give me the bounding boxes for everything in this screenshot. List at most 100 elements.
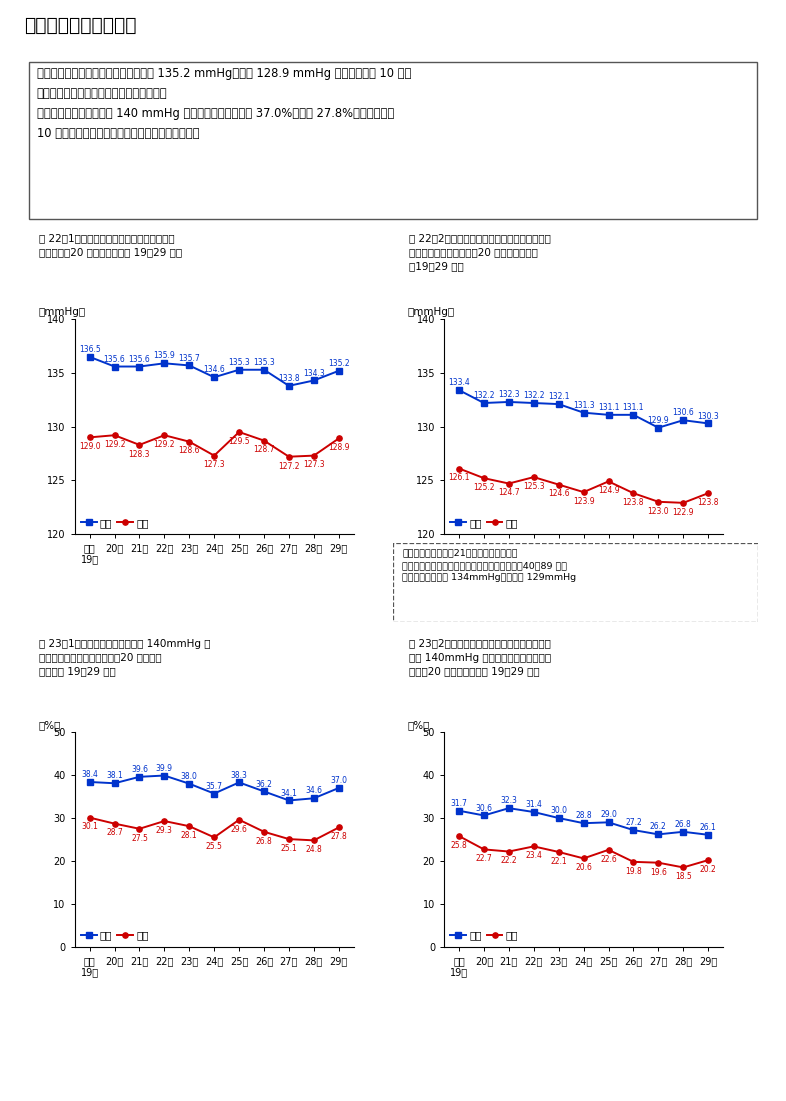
Text: 34.1: 34.1	[281, 788, 297, 797]
男性	[654, 421, 663, 434]
Text: ３．血圧に関する状況: ３．血圧に関する状況	[24, 15, 136, 35]
Text: 38.1: 38.1	[106, 772, 123, 781]
女性	[285, 832, 294, 846]
女性	[209, 831, 219, 844]
女性	[285, 450, 294, 464]
男性	[604, 408, 613, 422]
Text: 27.5: 27.5	[131, 833, 148, 842]
Text: （参考）「健康日本21（第２次）」の目標
　高血圧の改善（収縮期血圧の平均値の低下：40〜89 歳）
　目標値：　男性 134mmHg、　女性 129mmHg: （参考）「健康日本21（第２次）」の目標 高血圧の改善（収縮期血圧の平均値の低下…	[402, 548, 576, 582]
Text: 122.9: 122.9	[673, 508, 694, 516]
男性	[334, 364, 343, 378]
FancyBboxPatch shape	[30, 62, 756, 219]
男性	[504, 395, 513, 408]
Text: 126.1: 126.1	[448, 473, 470, 482]
Legend: 男性, 女性: 男性, 女性	[450, 516, 519, 528]
Text: 123.9: 123.9	[573, 497, 594, 506]
Text: 123.8: 123.8	[697, 498, 719, 506]
Text: 36.2: 36.2	[255, 780, 273, 788]
Text: 128.7: 128.7	[253, 446, 275, 455]
Legend: 男性, 女性: 男性, 女性	[80, 929, 149, 941]
Legend: 男性, 女性: 男性, 女性	[450, 929, 519, 941]
Text: 26.2: 26.2	[650, 822, 667, 831]
Text: 37.0: 37.0	[330, 776, 347, 785]
Text: 25.1: 25.1	[281, 843, 297, 853]
Line: 女性: 女性	[457, 466, 711, 505]
Text: 図 23－1　収縮期（最高）血圧が 140mmHg 以
　上の者の割合の年次推移（20 歳以上）
　（平成 19〜29 年）: 図 23－1 収縮期（最高）血圧が 140mmHg 以 上の者の割合の年次推移（…	[39, 639, 211, 677]
Text: 29.6: 29.6	[230, 825, 248, 833]
女性	[160, 815, 169, 828]
Text: 133.8: 133.8	[278, 374, 299, 383]
女性	[209, 449, 219, 462]
Text: 26.8: 26.8	[675, 820, 692, 829]
女性	[654, 857, 663, 870]
女性	[134, 822, 144, 836]
男性	[309, 374, 318, 388]
Text: 29.0: 29.0	[600, 810, 617, 819]
Text: （%）: （%）	[39, 720, 61, 730]
Text: 39.6: 39.6	[131, 765, 148, 774]
Text: 124.9: 124.9	[597, 487, 619, 495]
Text: 136.5: 136.5	[79, 345, 101, 355]
Text: （%）: （%）	[408, 720, 430, 730]
Text: 32.3: 32.3	[501, 796, 517, 805]
Text: 134.6: 134.6	[204, 366, 225, 374]
Text: 135.9: 135.9	[153, 351, 175, 360]
女性	[703, 853, 713, 866]
Text: 125.3: 125.3	[523, 482, 545, 491]
Text: 20.6: 20.6	[575, 863, 592, 872]
Text: 123.0: 123.0	[648, 506, 669, 515]
男性	[454, 383, 464, 396]
Text: 26.8: 26.8	[255, 837, 273, 846]
女性	[309, 449, 318, 462]
男性	[504, 802, 513, 815]
男性	[578, 406, 588, 419]
男性	[285, 794, 294, 807]
Text: 132.2: 132.2	[473, 391, 494, 400]
女性	[604, 475, 613, 488]
Text: 20.2: 20.2	[700, 865, 717, 874]
男性	[85, 350, 94, 363]
Text: 131.1: 131.1	[623, 403, 645, 412]
Text: 18.5: 18.5	[675, 872, 692, 881]
Text: 27.2: 27.2	[625, 818, 642, 827]
男性	[479, 396, 489, 410]
Text: 127.2: 127.2	[278, 461, 299, 470]
Text: 128.9: 128.9	[328, 444, 350, 453]
女性	[134, 438, 144, 451]
女性	[185, 819, 194, 832]
Text: 135.2: 135.2	[328, 359, 350, 368]
女性	[479, 471, 489, 484]
Text: 129.0: 129.0	[79, 443, 101, 451]
男性	[309, 792, 318, 805]
女性	[678, 497, 688, 510]
Text: 132.1: 132.1	[548, 392, 569, 401]
Text: 124.7: 124.7	[498, 489, 520, 498]
女性	[654, 495, 663, 509]
男性	[334, 782, 343, 795]
女性	[334, 432, 343, 445]
Text: 135.7: 135.7	[178, 353, 200, 362]
Text: 38.3: 38.3	[230, 771, 248, 780]
Text: 129.9: 129.9	[648, 416, 669, 425]
Text: 130.6: 130.6	[672, 408, 694, 417]
Line: 男性: 男性	[87, 773, 341, 803]
Text: 38.0: 38.0	[181, 772, 198, 781]
男性	[234, 776, 244, 789]
女性	[110, 817, 119, 830]
Text: 29.3: 29.3	[156, 826, 173, 835]
Text: 27.8: 27.8	[330, 832, 347, 841]
女性	[554, 846, 564, 859]
Text: 収縮期（最高）血圧の平均値は男性 135.2 mmHg、女性 128.9 mmHg である。この 10 年間
でみると、男女とも有意に減少している。
　収縮期（: 収縮期（最高）血圧の平均値は男性 135.2 mmHg、女性 128.9 mmH…	[37, 67, 411, 140]
Text: 28.7: 28.7	[106, 828, 123, 838]
男性	[185, 777, 194, 791]
男性	[259, 363, 269, 377]
Text: 129.2: 129.2	[104, 440, 125, 449]
Text: 131.3: 131.3	[573, 401, 594, 410]
男性	[604, 816, 613, 829]
男性	[529, 806, 538, 819]
Text: 129.5: 129.5	[228, 437, 250, 446]
Text: 128.3: 128.3	[129, 449, 150, 459]
Line: 男性: 男性	[457, 388, 711, 430]
Text: 25.5: 25.5	[206, 842, 222, 851]
Text: 128.6: 128.6	[178, 447, 200, 456]
